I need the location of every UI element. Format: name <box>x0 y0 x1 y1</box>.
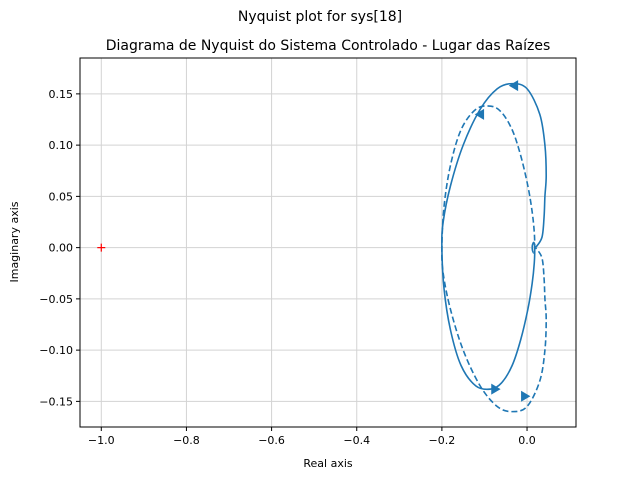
chart-title: Diagrama de Nyquist do Sistema Controlad… <box>106 38 551 54</box>
x-axis-label: Real axis <box>303 457 353 470</box>
plot-area <box>97 80 548 413</box>
plot-frame <box>79 57 577 428</box>
direction-arrow-marker <box>508 80 519 92</box>
direction-arrow-marker <box>474 108 485 120</box>
x-tick-label: −0.6 <box>258 434 285 447</box>
x-tick-label: −1.0 <box>88 434 115 447</box>
x-tick-label: −0.8 <box>173 434 200 447</box>
y-tick-label: 0.00 <box>49 242 74 255</box>
direction-arrow-marker <box>491 383 501 395</box>
y-tick-label: −0.15 <box>39 395 73 408</box>
y-tick-label: 0.10 <box>49 139 74 152</box>
x-tick-label: −0.2 <box>429 434 456 447</box>
nyquist-mirror-curve <box>441 105 548 413</box>
direction-arrow-marker <box>521 390 531 402</box>
y-tick-label: −0.05 <box>39 293 73 306</box>
y-axis-label: Imaginary axis <box>8 201 21 282</box>
critical-point-marker <box>97 243 106 252</box>
axis-ticks: −1.0 −0.8 −0.6 −0.4 −0.2 0.0 −0.15 −0.10 −0.05 0.… <box>39 88 536 447</box>
y-tick-label: 0.05 <box>49 190 74 203</box>
y-tick-label: −0.10 <box>39 344 73 357</box>
x-tick-label: 0.0 <box>518 434 536 447</box>
x-tick-label: −0.4 <box>343 434 370 447</box>
y-tick-label: 0.15 <box>49 88 74 101</box>
figure-suptitle: Nyquist plot for sys[18] <box>238 9 402 25</box>
